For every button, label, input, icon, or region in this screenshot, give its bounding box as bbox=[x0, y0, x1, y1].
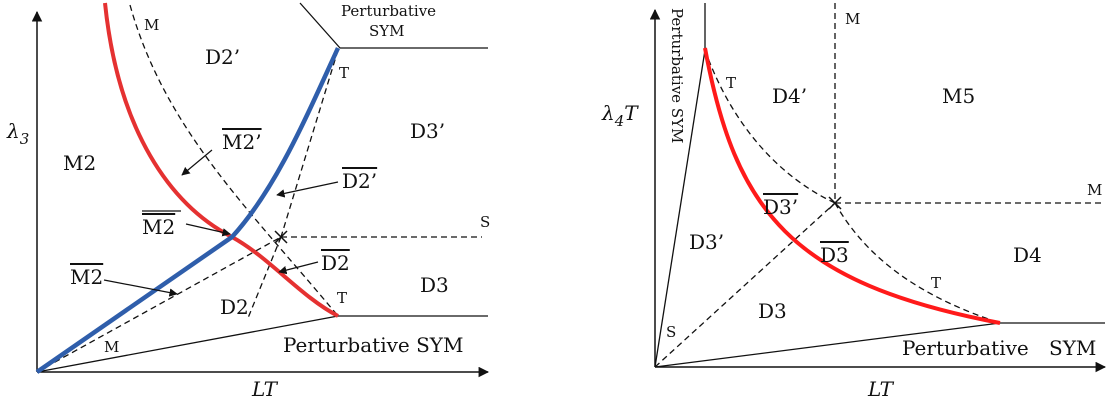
left-perturbative-top-line1: Perturbative bbox=[341, 2, 436, 20]
left-arrow-d2bar bbox=[278, 261, 319, 275]
right-region-d4-prime: D4’ bbox=[772, 84, 807, 108]
left-region-d3: D3 bbox=[420, 273, 449, 297]
right-x-axis-label: LT bbox=[867, 377, 895, 401]
right-region-d3bar-prime: D3’ bbox=[763, 195, 798, 219]
right-dashed-origin-to-cross bbox=[654, 202, 836, 368]
right-dashed-top-to-cross bbox=[704, 49, 836, 204]
left-arrow-d2bar-prime bbox=[276, 181, 339, 198]
left-label-m2doublebar: M2 bbox=[142, 215, 175, 239]
left-x-axis-label: LT bbox=[251, 377, 279, 401]
right-label-m-right: M bbox=[1087, 181, 1102, 199]
left-label-m2bar-prime: M2’ bbox=[222, 130, 262, 154]
left-label-s: S bbox=[480, 213, 490, 231]
right-perturbative-bottom-word1: Perturbative bbox=[902, 336, 1029, 360]
left-region-m2: M2 bbox=[63, 151, 96, 175]
right-label-s: S bbox=[666, 323, 676, 341]
right-region-m5: M5 bbox=[942, 84, 975, 108]
left-region-d2: D2 bbox=[220, 295, 249, 319]
right-dashed-cross-to-bottom bbox=[834, 202, 1001, 324]
left-dashed-cross-to-bottom bbox=[247, 236, 282, 319]
right-label-m-top: M bbox=[845, 10, 860, 28]
right-region-d3: D3 bbox=[758, 299, 787, 323]
left-dashed-t-to-cross bbox=[280, 49, 339, 238]
left-dashed-origin-to-cross bbox=[36, 236, 282, 373]
left-arrow-m2bar-prime bbox=[181, 149, 213, 176]
left-label-d2bar-prime: D2’ bbox=[342, 169, 377, 193]
right-region-d3-prime: D3’ bbox=[689, 230, 724, 254]
right-perturbative-bottom-word2: SYM bbox=[1049, 336, 1096, 360]
right-cross-point bbox=[828, 196, 842, 210]
left-perturbative-top-line2: SYM bbox=[369, 22, 405, 40]
left-dashed-m-to-t-curve bbox=[129, 4, 339, 317]
right-phase-diagram: λ4T LT Perturbative SYM Perturbative SYM… bbox=[601, 3, 1107, 401]
right-label-t-bottom: T bbox=[931, 274, 941, 292]
left-perturbative-bottom: Perturbative SYM bbox=[283, 333, 463, 357]
right-region-d4: D4 bbox=[1013, 243, 1042, 267]
left-label-m-bottom: M bbox=[104, 338, 119, 356]
left-arrow-m2bar bbox=[103, 279, 178, 297]
left-red-curve bbox=[103, 2, 339, 318]
left-region-d2-prime: D2’ bbox=[205, 45, 240, 69]
right-red-curve bbox=[703, 47, 1001, 325]
right-y-axis-label: λ4T bbox=[601, 101, 639, 130]
right-region-d3bar: D3 bbox=[820, 243, 849, 267]
left-phase-diagram: λ3 LT Perturbative SYM Perturbative SYM … bbox=[6, 2, 490, 401]
right-origin-to-top bbox=[654, 49, 706, 368]
left-label-t-bottom: T bbox=[337, 289, 347, 307]
left-label-m-top: M bbox=[144, 16, 159, 34]
left-label-d2bar: D2 bbox=[321, 251, 350, 275]
left-label-m2doublebar-group: M2 bbox=[142, 210, 181, 239]
left-y-axis-label: λ3 bbox=[6, 119, 29, 148]
left-blue-curve bbox=[35, 47, 341, 374]
right-origin-to-bottom-right bbox=[654, 322, 1001, 368]
left-label-m2bar: M2 bbox=[70, 265, 103, 289]
left-cross-point bbox=[274, 230, 288, 244]
left-top-boundary-diagonal bbox=[299, 2, 341, 49]
right-vertical-perturbative-text: Perturbative SYM bbox=[668, 8, 686, 143]
right-label-t-top: T bbox=[726, 74, 736, 92]
left-arrow-m2doublebar bbox=[185, 223, 231, 237]
left-label-t-top: T bbox=[339, 64, 349, 82]
left-bottom-boundary-diagonal bbox=[36, 315, 339, 373]
left-region-d3-prime: D3’ bbox=[410, 119, 445, 143]
